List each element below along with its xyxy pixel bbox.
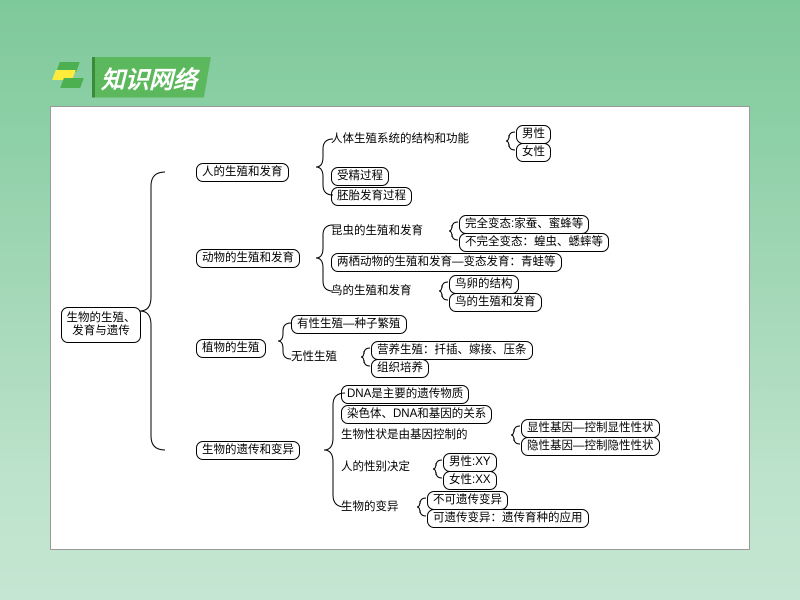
knowledge-tree: 生物的生殖、 发育与遗传 人的生殖和发育动物的生殖和发育植物的生殖生物的遗传和变异… [50, 106, 750, 550]
d-kid-4-1: 可遗传变异：遗传育种的应用 [427, 509, 589, 528]
d-kid-3-1: 女性:XX [443, 471, 497, 490]
a-child-0: 人体生殖系统的结构和功能 [331, 133, 469, 146]
d-child-0: DNA是主要的遗传物质 [341, 385, 469, 404]
a-kid-0-0: 男性 [516, 125, 551, 144]
d-child-1: 染色体、DNA和基因的关系 [341, 405, 492, 424]
level1-b: 动物的生殖和发育 [196, 249, 300, 268]
d-child-2: 生物性状是由基因控制的 [341, 429, 468, 442]
d-child-3: 人的性别决定 [341, 461, 410, 474]
a-kid-0-1: 女性 [516, 143, 551, 162]
c-kid-1-0: 营养生殖：扦插、嫁接、压条 [371, 341, 533, 360]
b-child-2: 鸟的生殖和发育 [331, 285, 412, 298]
d-child-4: 生物的变异 [341, 501, 399, 514]
b-kid-2-0: 鸟卵的结构 [449, 275, 519, 294]
c-child-0: 有性生殖—种子繁殖 [291, 315, 407, 334]
header: 知识网络 [50, 58, 211, 96]
b-child-0: 昆虫的生殖和发育 [331, 225, 423, 238]
tree-root: 生物的生殖、 发育与遗传 [61, 307, 141, 343]
level1-c: 植物的生殖 [196, 339, 266, 358]
logo-icon [50, 60, 90, 94]
d-kid-2-0: 显性基因—控制显性性状 [521, 419, 660, 438]
d-kid-4-0: 不可遗传变异 [427, 491, 508, 510]
b-kid-2-1: 鸟的生殖和发育 [449, 293, 542, 312]
a-child-1: 受精过程 [331, 167, 389, 186]
d-kid-3-0: 男性:XY [443, 453, 497, 472]
b-kid-0-1: 不完全变态：蝗虫、蟋蟀等 [459, 233, 609, 252]
c-child-1: 无性生殖 [291, 351, 337, 364]
a-child-2: 胚胎发育过程 [331, 187, 412, 206]
b-kid-0-0: 完全变态:家蚕、蜜蜂等 [459, 215, 589, 234]
header-title: 知识网络 [92, 57, 211, 98]
level1-d: 生物的遗传和变异 [196, 441, 300, 460]
level1-a: 人的生殖和发育 [196, 163, 289, 182]
d-kid-2-1: 隐性基因—控制隐性性状 [521, 437, 660, 456]
b-child-1: 两栖动物的生殖和发育—变态发育：青蛙等 [331, 253, 562, 272]
c-kid-1-1: 组织培养 [371, 359, 429, 378]
